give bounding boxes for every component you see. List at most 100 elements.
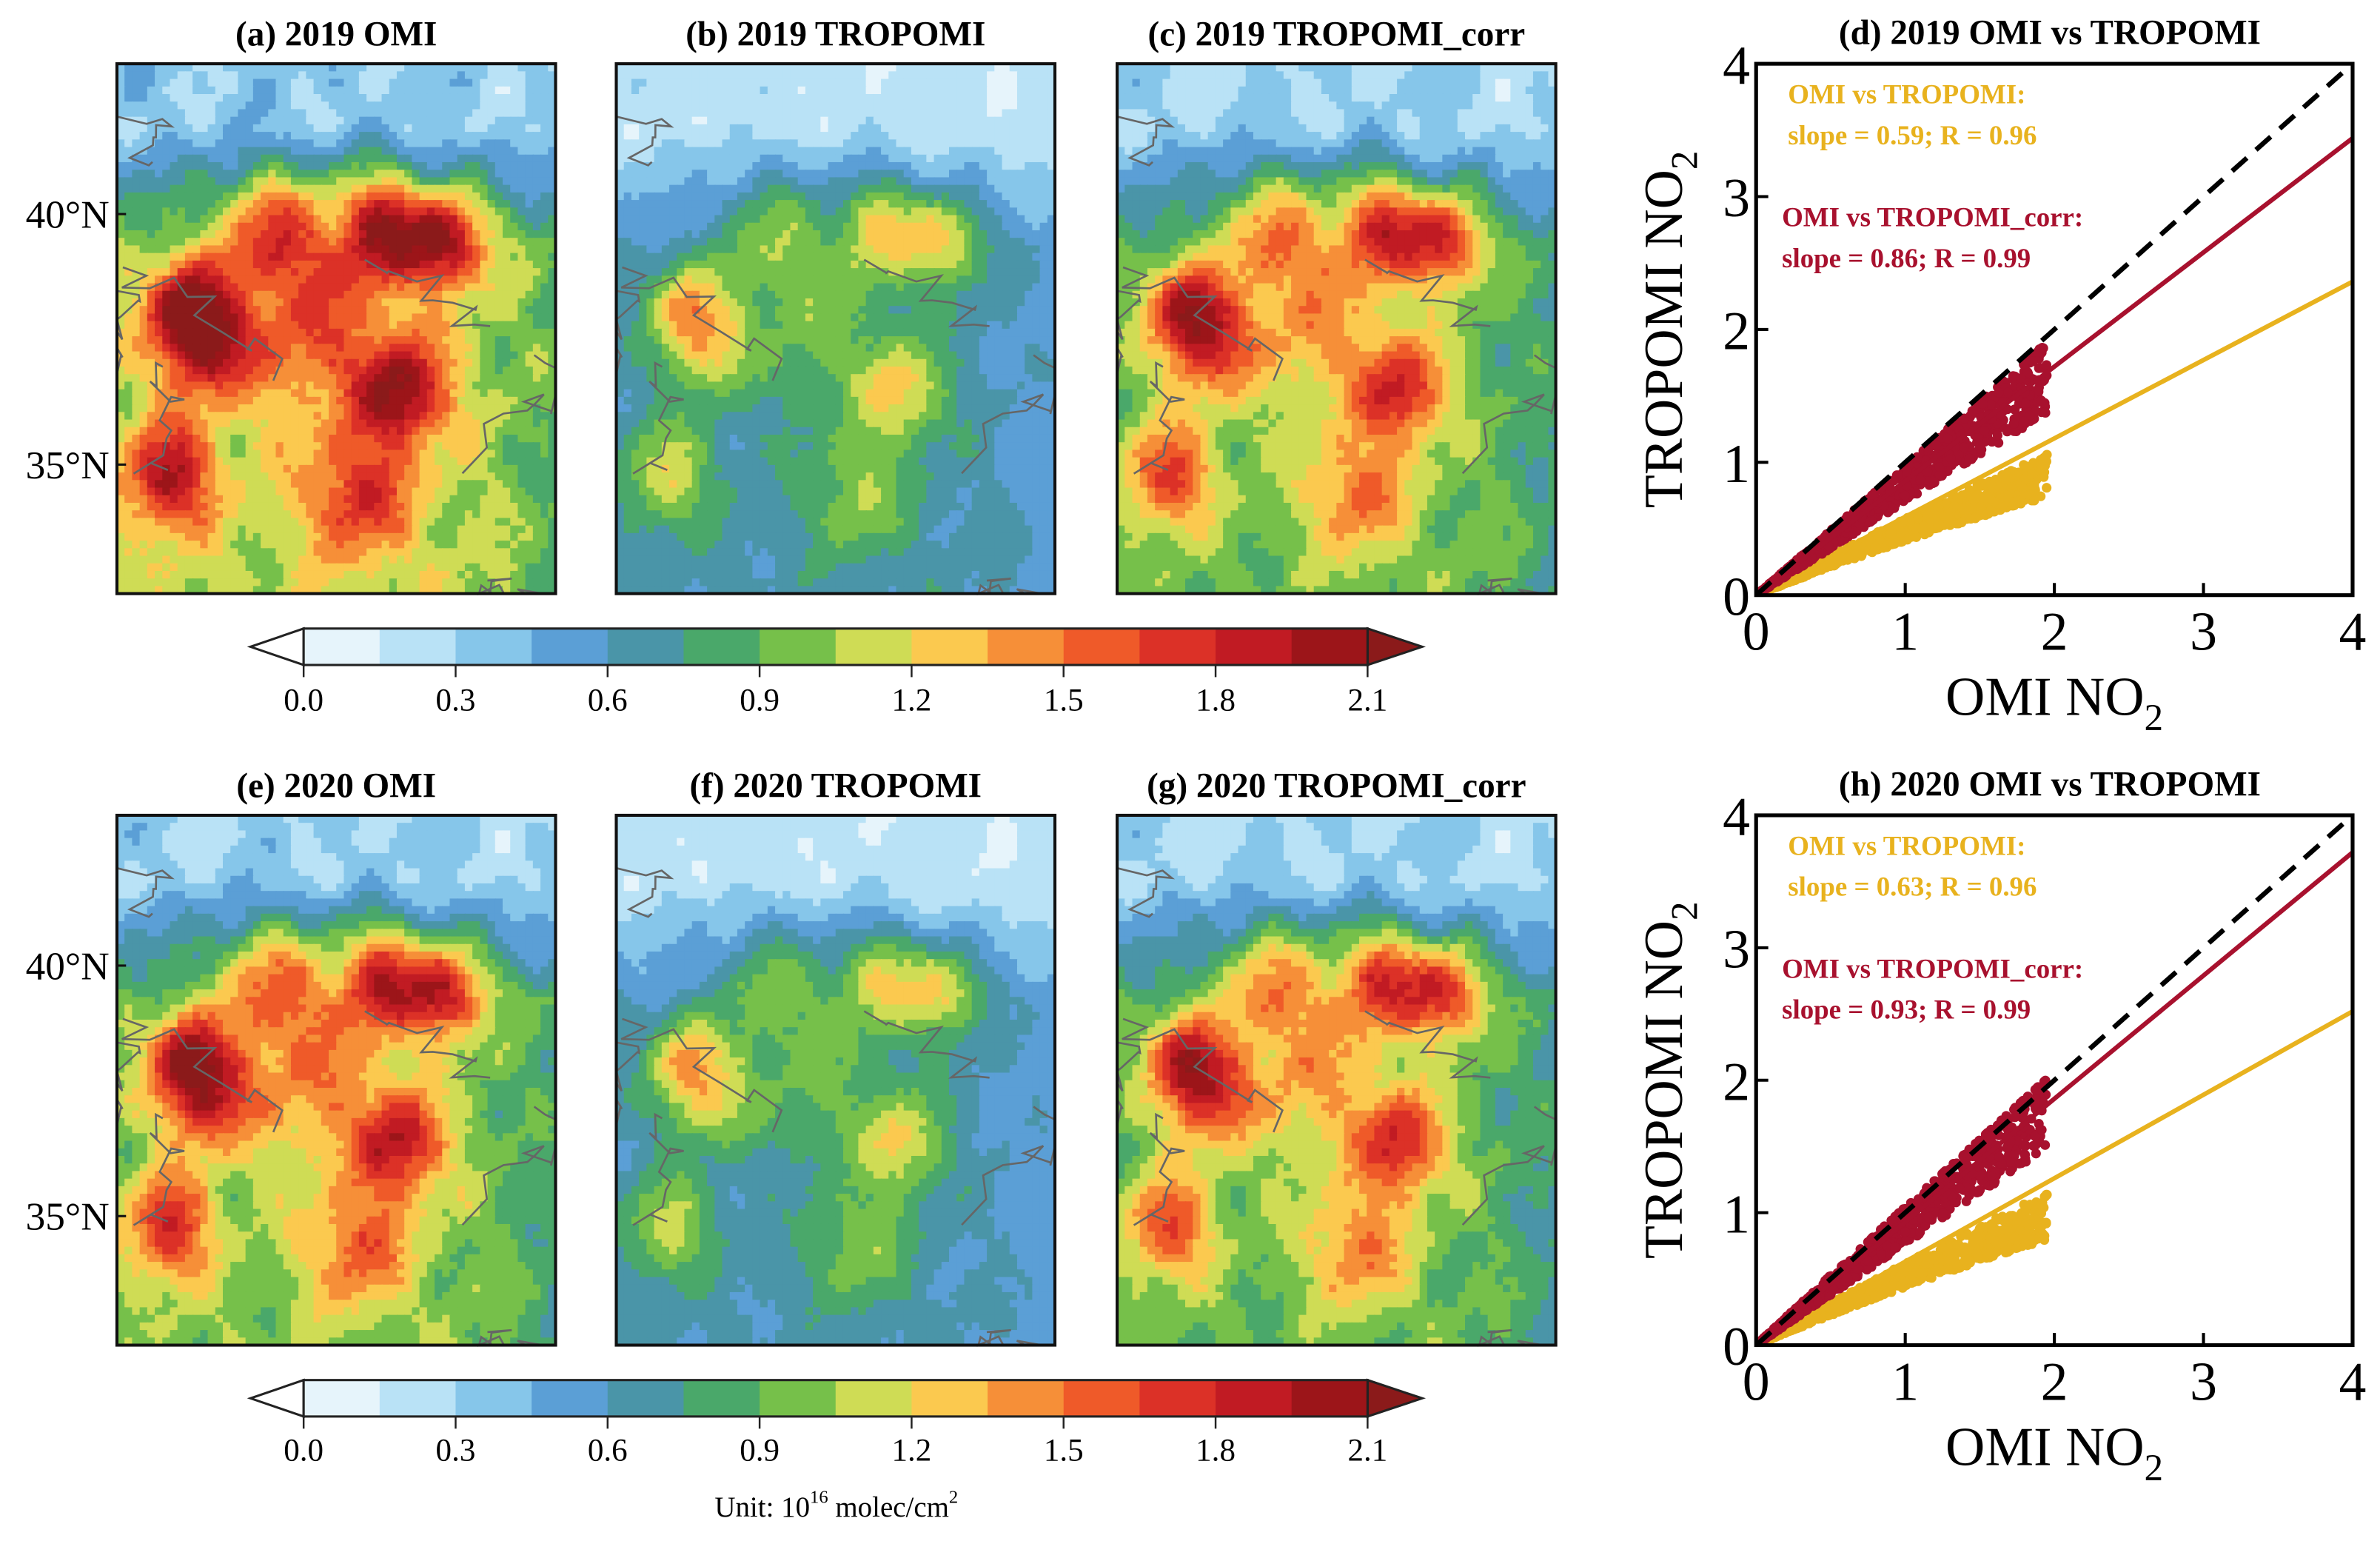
map-cell: [435, 313, 443, 321]
map-cell: [942, 117, 950, 125]
map-cell: [147, 533, 155, 541]
map-cell: [1032, 101, 1040, 110]
map-cell: [284, 488, 292, 496]
map-cell: [147, 367, 155, 375]
map-cell: [888, 94, 896, 102]
map-cell: [178, 495, 186, 504]
map-cell: [412, 571, 420, 579]
map-cell: [124, 352, 133, 360]
map-cell: [449, 223, 457, 231]
map-cell: [223, 548, 231, 556]
map-cell: [124, 139, 133, 147]
map-cell: [215, 215, 224, 224]
map-cell: [374, 117, 382, 125]
map-cell: [517, 170, 526, 178]
map-cell: [223, 495, 231, 504]
map-cell: [185, 381, 193, 390]
map-cell: [503, 503, 511, 511]
map-cell: [352, 162, 360, 170]
map-cell: [178, 162, 186, 170]
map-cell: [321, 465, 329, 473]
map-cell: [1010, 109, 1018, 117]
map-cell: [404, 147, 412, 156]
map-cell: [449, 291, 457, 299]
map-cell: [843, 94, 851, 102]
map-cell: [510, 268, 518, 276]
map-cell: [185, 94, 193, 102]
map-cell: [495, 427, 503, 435]
map-cell: [465, 427, 473, 435]
map-cell: [382, 109, 390, 117]
map-cell: [132, 510, 140, 518]
map-cell: [306, 71, 314, 79]
map-cell: [208, 185, 216, 193]
map-cell: [427, 435, 435, 443]
map-cell: [1010, 71, 1018, 79]
map-cell: [261, 578, 269, 586]
map-cell: [321, 329, 329, 337]
map-cell: [397, 367, 405, 375]
map-cell: [465, 488, 473, 496]
map-cell: [298, 526, 306, 534]
map-cell: [162, 230, 170, 238]
map-cell: [472, 245, 480, 253]
map-cell: [162, 359, 170, 367]
map-cell: [888, 109, 896, 117]
map-cell: [503, 374, 511, 382]
map-cell: [336, 223, 344, 231]
map-cell: [389, 404, 398, 412]
map-cell: [510, 162, 518, 170]
map-cell: [132, 495, 140, 504]
map-cell: [942, 109, 950, 117]
map-cell: [495, 420, 503, 428]
map-cell: [230, 571, 238, 579]
map-cell: [874, 147, 882, 156]
map-cell: [745, 71, 753, 79]
map-cell: [480, 71, 488, 79]
map-cell: [472, 215, 480, 224]
map-cell: [412, 344, 420, 352]
map-cell: [155, 215, 163, 224]
map-cell: [382, 170, 390, 178]
map-cell: [314, 541, 322, 549]
map-cell: [306, 571, 314, 579]
map-cell: [435, 147, 443, 156]
map-cell: [215, 390, 224, 398]
map-cell: [343, 117, 352, 125]
map-cell: [828, 155, 837, 163]
map-cell: [427, 261, 435, 269]
map-cell: [526, 117, 534, 125]
map-cell: [760, 87, 768, 95]
map-cell: [442, 238, 450, 246]
map-cell: [949, 139, 957, 147]
map-cell: [314, 162, 322, 170]
map-cell: [510, 193, 518, 201]
map-cell: [366, 571, 375, 579]
map-cell: [321, 94, 329, 102]
map-cell: [533, 578, 541, 586]
map-cell: [707, 177, 715, 185]
map-cell: [533, 556, 541, 564]
map-cell: [238, 503, 246, 511]
map-cell: [828, 177, 837, 185]
map-cell: [238, 230, 246, 238]
map-cell: [503, 518, 511, 526]
map-cell: [291, 124, 299, 133]
map-cell: [298, 578, 306, 586]
map-cell: [457, 177, 466, 185]
map-cell: [510, 397, 518, 405]
map-cell: [760, 132, 768, 140]
map-cell: [352, 381, 360, 390]
map-cell: [238, 533, 246, 541]
map-cell: [1002, 147, 1010, 156]
map-cell: [449, 397, 457, 405]
map-cell: [503, 230, 511, 238]
map-cell: [306, 313, 314, 321]
map-cell: [510, 109, 518, 117]
map-cell: [427, 472, 435, 481]
map-cell: [284, 458, 292, 466]
map-cell: [540, 564, 549, 572]
map-cell: [374, 449, 382, 458]
map-cell: [427, 147, 435, 156]
map-cell: [215, 230, 224, 238]
